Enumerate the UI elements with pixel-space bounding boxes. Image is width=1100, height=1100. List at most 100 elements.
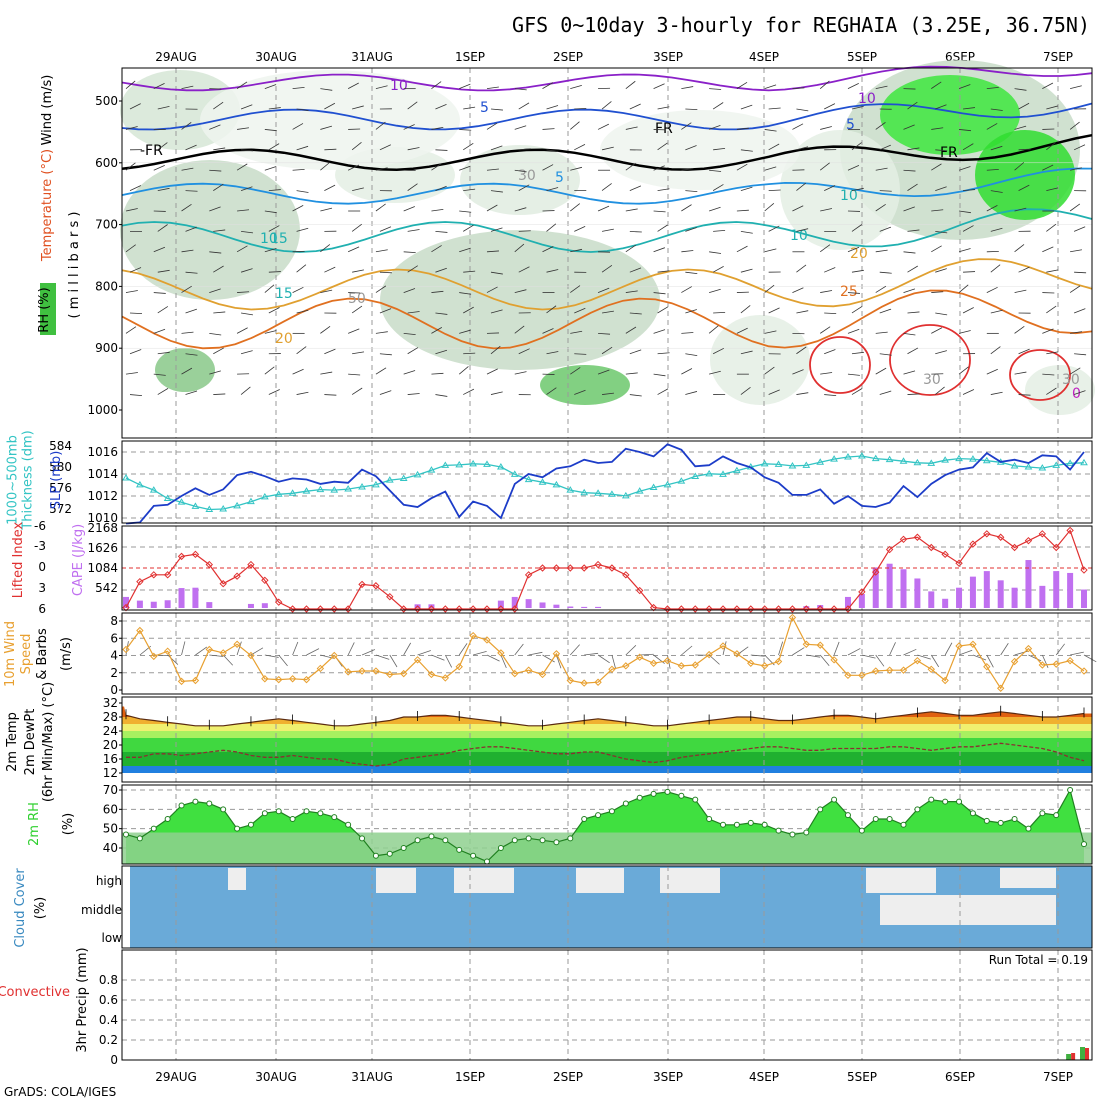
- wind-barb: [847, 246, 860, 253]
- wind-barb: [597, 369, 610, 375]
- wind-barb: [157, 224, 168, 232]
- warm-contour: [889, 324, 971, 396]
- contour-label: 20: [275, 331, 293, 347]
- cape-bar: [872, 567, 879, 608]
- wind-barb: [570, 285, 581, 293]
- wind10-speed-point: [1024, 644, 1033, 653]
- rh2m-lower-band: [122, 832, 1092, 864]
- ytick-label: 24: [103, 724, 118, 738]
- panel-ylabel: 3hr Precip (mm): [75, 947, 90, 1052]
- wind-barb: [629, 349, 642, 355]
- lifted-index-point: [677, 605, 686, 613]
- wind10-barb: [264, 654, 279, 658]
- x-date-label-bottom: 7SEP: [1043, 1070, 1073, 1084]
- wind-barb: [740, 104, 753, 110]
- wind-barb: [601, 183, 612, 191]
- wind-barb: [962, 389, 975, 395]
- lifted-index-point: [844, 605, 852, 613]
- wind-barb: [407, 393, 420, 395]
- wind-barb: [875, 167, 888, 171]
- wind-barb: [935, 350, 947, 355]
- wind-barb: [629, 267, 642, 273]
- precip-total-bar: [1066, 1054, 1072, 1060]
- rh2m-point: [136, 835, 143, 842]
- precip-tick-label: 0.6: [99, 993, 118, 1007]
- ytick-label: 600: [95, 156, 118, 170]
- wind-barb: [570, 166, 583, 171]
- rh2m-point: [539, 837, 546, 844]
- wind10-barb: [875, 654, 885, 667]
- wind-barb: [796, 264, 807, 273]
- wind-barb: [1070, 249, 1083, 253]
- rh2m-point: [914, 806, 921, 813]
- wind-barb: [570, 248, 583, 253]
- wind-barb: [708, 325, 719, 334]
- lifted-index-point: [538, 564, 547, 572]
- wind-barb: [629, 312, 642, 315]
- wind-barb: [764, 284, 775, 293]
- wind10-speed-point: [802, 640, 811, 648]
- thickness-point: [219, 505, 228, 512]
- wind-barb: [740, 387, 751, 395]
- rh2m-point: [414, 837, 421, 844]
- slp-tick-label: 1016: [87, 445, 118, 459]
- ytick-label: 8: [110, 614, 118, 628]
- wind10-speed-point: [538, 670, 547, 679]
- thickness-point: [871, 454, 880, 462]
- wind10-barb: [792, 647, 805, 656]
- x-date-label-top: 30AUG: [255, 50, 297, 64]
- wind-barb: [296, 309, 309, 314]
- precip-tick-label: 0.4: [99, 1013, 118, 1027]
- rh2m-point: [969, 810, 976, 817]
- contour-label: 5: [846, 117, 855, 133]
- wind-barb: [264, 129, 277, 132]
- wind-barb: [435, 103, 447, 110]
- wind10-speed-point: [719, 642, 727, 650]
- wind-barb: [681, 204, 692, 212]
- wind10-speed-point: [858, 671, 866, 680]
- wind-barb: [463, 188, 476, 192]
- lifted-index-point: [163, 571, 172, 579]
- rh2m-point: [650, 790, 657, 797]
- wind-barb: [851, 306, 863, 314]
- wind-barb: [819, 244, 831, 253]
- wind-barb: [514, 371, 527, 375]
- rh2m-point: [206, 800, 213, 807]
- wind10-speed-point: [733, 650, 741, 658]
- wind-barb: [851, 351, 864, 355]
- thickness-point: [955, 454, 963, 462]
- precip-tick-label: 0.8: [99, 973, 118, 987]
- wind-barb: [157, 187, 170, 192]
- rh2m-point: [372, 852, 379, 859]
- wind-barb: [574, 144, 586, 151]
- cape-bar: [956, 587, 963, 608]
- thickness-point: [399, 474, 408, 482]
- x-date-label-top: 29AUG: [155, 50, 197, 64]
- wind-barb: [792, 205, 804, 212]
- wind10-barb: [195, 646, 208, 656]
- wind-barb: [713, 229, 726, 232]
- lifted-index-point: [413, 605, 422, 613]
- cape-bar: [567, 606, 574, 608]
- wind-barb: [292, 205, 304, 212]
- wind10-speed-point: [1052, 660, 1060, 668]
- thickness-point: [844, 453, 852, 460]
- wind-barb: [542, 328, 554, 334]
- cape-bar: [261, 603, 268, 608]
- wind10-speed-point: [524, 666, 533, 674]
- wind-barb: [935, 312, 948, 316]
- wind-barb: [463, 106, 476, 110]
- wind-barb: [153, 246, 166, 253]
- wind10-barb: [486, 654, 500, 662]
- wind-barb: [931, 209, 944, 212]
- x-date-label-top: 5SEP: [847, 50, 877, 64]
- wind-barb: [347, 328, 360, 334]
- panel-ylabel: 2m RH: [27, 802, 42, 846]
- wind-barb: [213, 393, 226, 395]
- wind-barb: [209, 288, 221, 293]
- wind-barb: [796, 310, 809, 314]
- ytick-label: 60: [103, 802, 118, 816]
- wind-barb: [685, 190, 698, 193]
- cape-bar: [1067, 572, 1074, 608]
- lifted-index-point: [622, 571, 630, 579]
